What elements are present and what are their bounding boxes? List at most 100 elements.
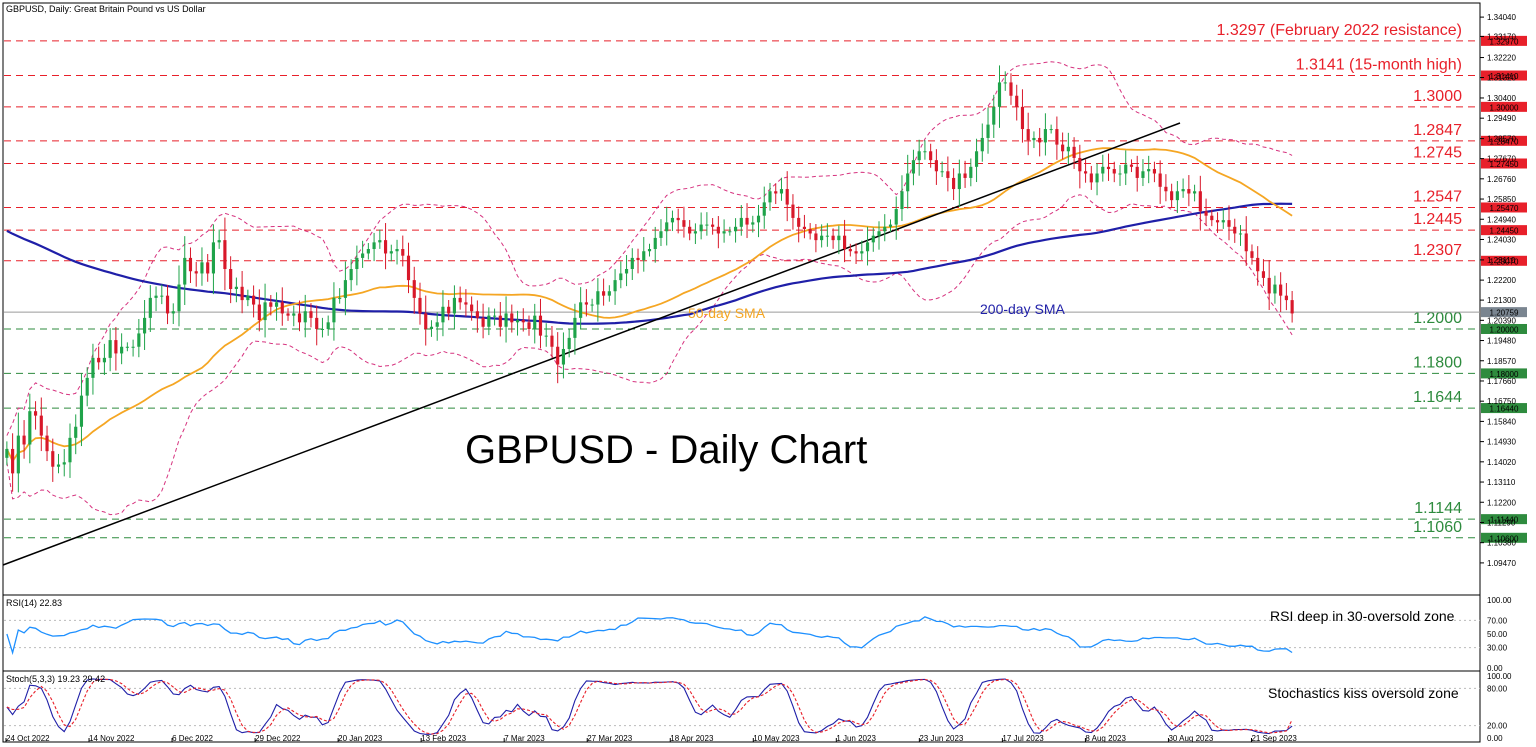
y-tick-label: 1.21300 <box>1487 296 1516 305</box>
candle-body <box>1164 186 1168 192</box>
candle-body <box>1175 191 1179 201</box>
candle-body <box>877 231 881 236</box>
candle-body <box>682 220 686 227</box>
candle-body <box>567 337 571 349</box>
candle-body <box>487 315 491 327</box>
x-tick-label: 8 Aug 2023 <box>1085 734 1126 743</box>
rsi-tick-label: 70.00 <box>1487 616 1508 625</box>
candle-body <box>211 242 216 274</box>
candle-body <box>1020 106 1025 130</box>
candle-body <box>5 448 9 458</box>
candle-body <box>521 320 525 323</box>
candle-body <box>401 249 405 256</box>
candle-body <box>814 233 818 241</box>
candle-body <box>326 322 330 329</box>
level-label: 1.1644 <box>1413 389 1462 406</box>
candle-body <box>883 226 887 232</box>
y-tick-label: 1.20390 <box>1487 316 1516 325</box>
candle-body <box>165 295 170 314</box>
candle-body <box>739 217 743 227</box>
candle-body <box>716 226 720 234</box>
level-label: 1.2547 <box>1413 188 1462 205</box>
level-label: 1.1800 <box>1413 354 1462 371</box>
candle-body <box>338 297 342 299</box>
candle-body <box>590 304 594 306</box>
candle-body <box>762 202 766 216</box>
level-price-tag-text: 1.23070 <box>1490 257 1519 266</box>
candle-body <box>435 322 439 327</box>
chart-frame <box>2 2 1481 743</box>
x-tick-label: 20 Jan 2023 <box>338 734 383 743</box>
candle-body <box>1083 171 1088 174</box>
moving-averages <box>6 147 1293 464</box>
current-price-tag <box>1481 307 1527 318</box>
candle-body <box>320 328 325 330</box>
y-tick-label: 1.13110 <box>1487 478 1516 487</box>
bollinger-bands <box>6 61 1293 516</box>
level-price-tag <box>1481 255 1527 266</box>
x-tick-label: 7 Mar 2023 <box>504 734 545 743</box>
candle-body <box>200 262 204 274</box>
candle-body <box>865 242 870 252</box>
candle-body <box>1106 166 1111 170</box>
candle-body <box>556 346 560 365</box>
candle-body <box>493 315 497 317</box>
candle-body <box>412 280 416 298</box>
candle-body <box>332 297 336 323</box>
candle-body <box>447 306 451 314</box>
candle-body <box>1026 129 1030 141</box>
candle-body <box>16 435 20 474</box>
x-tick-label: 29 Dec 2022 <box>255 734 301 743</box>
candle-body <box>62 462 66 465</box>
candle-body <box>934 160 938 172</box>
x-tick-label: 13 Feb 2023 <box>421 734 466 743</box>
candle-body <box>722 231 726 234</box>
candle-body <box>470 304 474 312</box>
candle-body <box>1072 146 1076 158</box>
stochastic-panel: 100.00 80.00 20.00 0.00 <box>4 672 1512 743</box>
candle-body <box>860 251 864 254</box>
sma50-line <box>6 147 1293 464</box>
level-price-tag-text: 1.10600 <box>1490 534 1519 543</box>
level-price-tag-text: 1.32970 <box>1490 37 1519 46</box>
level-price-tag <box>1481 135 1527 146</box>
candle-body <box>1233 226 1237 234</box>
candle-body <box>573 317 577 338</box>
candle-body <box>1112 169 1116 174</box>
candle-body <box>240 286 244 301</box>
candle-body <box>854 251 858 254</box>
candle-body <box>1049 129 1053 131</box>
candle-body <box>257 304 261 321</box>
candle-body <box>1261 271 1266 278</box>
candle-body <box>1250 251 1254 258</box>
candle-body <box>114 340 118 354</box>
x-tick-label: 27 Mar 2023 <box>587 734 632 743</box>
candle-body <box>929 151 933 161</box>
candle-body <box>1187 189 1191 194</box>
level-label: 1.3000 <box>1413 88 1462 105</box>
candle-body <box>1015 95 1019 107</box>
candle-body <box>619 273 623 281</box>
candle-body <box>56 464 61 467</box>
candle-body <box>561 348 566 365</box>
candle-body <box>1055 129 1059 145</box>
candle-body <box>292 313 296 316</box>
stoch-tick-label: 80.00 <box>1487 684 1508 693</box>
candle-body <box>676 217 680 221</box>
y-tick-label: 1.25850 <box>1487 195 1516 204</box>
y-tick-label: 1.16750 <box>1487 397 1516 406</box>
candle-body <box>653 237 657 250</box>
candle-body <box>1118 173 1122 175</box>
chart-header: GBPUSD, Daily: Great Britain Pound vs US… <box>6 4 206 14</box>
level-price-tag <box>1481 368 1527 379</box>
candle-body <box>223 240 227 270</box>
candle-body <box>1256 257 1260 272</box>
chart-title: GBPUSD - Daily Chart <box>465 428 867 472</box>
candle-body <box>1273 284 1277 294</box>
candle-body <box>424 313 428 329</box>
candle-body <box>1066 146 1070 152</box>
candle-body <box>515 320 520 323</box>
level-price-tag-text: 1.30000 <box>1490 103 1519 112</box>
uptrend-line <box>2 122 1181 566</box>
candle-body <box>923 151 927 153</box>
